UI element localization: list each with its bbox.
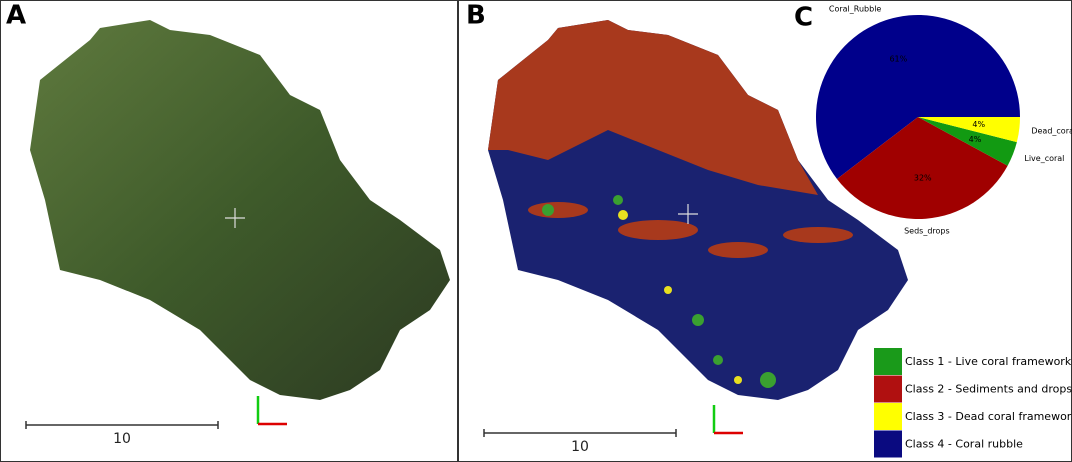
legend-label: Class 1 - Live coral framework [905,355,1072,368]
panel-letter: A [6,1,26,31]
axis-glyphs [256,396,743,435]
value-label: 4% [969,135,982,144]
value-label: 32% [914,174,932,183]
legend-label: Class 3 - Dead coral framework [905,410,1072,423]
sediment-patches [528,202,853,258]
pie-wedge [836,117,1008,219]
classified-map [488,20,908,400]
pie-wedge [918,117,1020,143]
value-label: 4% [972,120,985,129]
dead-coral-patches [618,210,742,384]
sediment-area [488,20,818,195]
category-label: Dead_coral [1031,127,1072,136]
legend-label: Class 4 - Coral rubble [905,438,1023,451]
legend-swatch [874,375,902,403]
value-label: 61% [889,55,907,64]
category-label: Seds_drops [904,226,950,235]
legend-swatch [874,430,902,458]
legend-label: Class 2 - Sediments and dropstones [905,383,1072,396]
live-coral-patches [542,195,776,388]
panel-letter: C [794,3,813,33]
legend-swatch [874,403,902,430]
panel-letter: B [466,1,486,31]
orthomosaic [30,20,450,400]
category-label: Live_coral [1024,154,1064,163]
pie-wedge [918,117,1017,166]
scale-bars [25,421,677,437]
legend-swatch [874,348,902,375]
crosshairs [225,204,698,228]
pie-wedge [815,14,1020,179]
scale-label: 10 [113,431,131,447]
category-label: Coral_Rubble [829,4,882,13]
scale-label: 10 [571,439,589,455]
